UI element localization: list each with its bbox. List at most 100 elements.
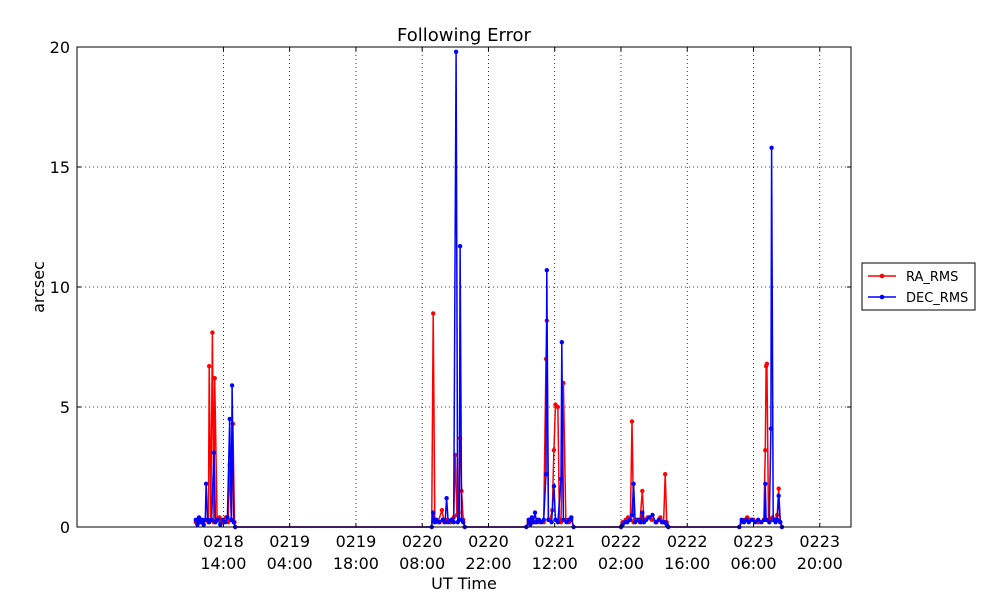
data-point-dec-rms [457,244,463,249]
data-point-dec-rms [431,510,436,515]
data-point-dec-rms [756,517,761,522]
axis-ticks: 0 5 10 15 20 0218 14:00 0219 04:00 0219 18:00 0220 0… [50,38,851,573]
data-point-dec-rms [437,520,442,525]
data-point-ra-rms [431,311,436,316]
x-tick-time-label: 22:00 [465,554,511,573]
data-point-dec-rms [227,416,232,422]
x-tick-date-label: 0223 [733,532,774,551]
data-point-dec-rms [653,520,658,525]
data-point-dec-rms [209,517,214,522]
data-point-ra-rms [210,330,215,335]
data-point-dec-rms [633,520,638,525]
data-point-dec-rms [528,522,533,527]
data-point-dec-rms [196,515,202,520]
data-point-dec-rms [225,515,230,520]
data-point-ra-rms [763,448,768,453]
data-point-dec-rms [569,515,574,520]
data-point-dec-rms [546,517,551,522]
data-point-dec-rms [531,520,536,525]
data-point-dec-rms [199,517,205,522]
data-point-dec-rms [229,383,235,388]
y-tick-label: 15 [50,158,70,177]
data-point-dec-rms [640,510,645,515]
data-point-dec-rms [631,481,636,486]
data-point-ra-rms [551,448,557,453]
data-point-ra-rms [212,376,217,381]
data-point-dec-rms [656,517,661,522]
chart-title: Following Error [397,25,531,46]
data-point-dec-rms [647,515,652,520]
data-point-dec-rms [763,481,768,486]
legend-label-ra-rms: RA_RMS [906,270,958,285]
legend-box [861,262,976,311]
x-axis-label: UT Time [431,574,497,593]
x-tick-date-label: 0222 [601,532,642,551]
x-tick-date-label: 0221 [534,532,575,551]
data-point-dec-rms [446,520,451,525]
data-point-dec-rms [769,145,774,150]
data-point-ra-rms [225,520,231,525]
data-point-dec-rms [442,520,448,525]
data-point-ra-rms [629,419,635,424]
legend: RA_RMS DEC_RMS [861,262,976,311]
data-point-dec-rms [541,517,546,522]
data-point-dec-rms [644,517,649,522]
data-point-dec-rms [532,510,538,515]
data-point-dec-rms [453,49,459,54]
legend-label-dec-rms: DEC_RMS [906,291,968,306]
data-point-ra-rms [764,361,770,366]
x-tick-time-label: 06:00 [730,554,776,573]
y-tick-label: 20 [50,38,70,57]
data-point-dec-rms [775,517,780,522]
data-point-dec-rms [201,522,206,527]
data-point-dec-rms [650,512,655,518]
data-point-dec-rms [638,520,643,525]
data-point-dec-rms [551,484,557,489]
data-point-dec-rms [659,520,665,525]
data-point-ra-rms [439,508,445,513]
data-point-ra-rms [663,472,668,477]
data-point-dec-rms [195,522,200,527]
data-point-dec-rms [627,517,632,522]
data-point-ra-rms [640,488,645,494]
data-point-dec-rms [767,520,772,525]
x-tick-time-label: 14:00 [200,554,246,573]
data-point-dec-rms [544,268,549,273]
y-tick-label: 0 [60,518,70,537]
data-point-dec-rms [193,517,198,522]
x-tick-time-label: 12:00 [532,554,578,573]
data-point-ra-rms [776,486,781,491]
x-tick-date-label: 0218 [203,532,244,551]
data-point-dec-rms [555,520,561,525]
x-tick-time-label: 08:00 [399,554,445,573]
data-point-dec-rms [759,520,764,525]
x-tick-date-label: 0220 [468,532,509,551]
data-point-dec-rms [561,517,566,522]
data-point-dec-rms [559,340,564,345]
grid-lines [77,47,851,527]
data-point-dec-rms [218,522,223,527]
x-tick-time-label: 04:00 [267,554,313,573]
data-point-dec-rms [746,520,751,525]
x-tick-time-label: 02:00 [598,554,644,573]
data-point-dec-rms [526,517,531,522]
x-tick-date-label: 0219 [336,532,377,551]
data-point-ra-rms [555,404,561,410]
data-point-dec-rms [211,450,217,455]
data-point-dec-rms [451,520,456,525]
data-point-dec-rms [558,476,564,482]
x-tick-time-label: 20:00 [797,554,843,573]
legend-marker-dec-rms [879,294,885,300]
x-tick-date-label: 0219 [269,532,310,551]
data-point-dec-rms [444,496,449,501]
data-point-dec-rms [629,512,635,518]
data-point-dec-rms [749,517,755,522]
data-point-ra-rms [207,364,212,369]
data-point-dec-rms [231,520,236,525]
data-point-dec-rms [776,493,781,498]
data-point-dec-rms [778,520,783,525]
data-point-dec-rms [461,520,466,525]
x-tick-time-label: 18:00 [333,554,379,573]
